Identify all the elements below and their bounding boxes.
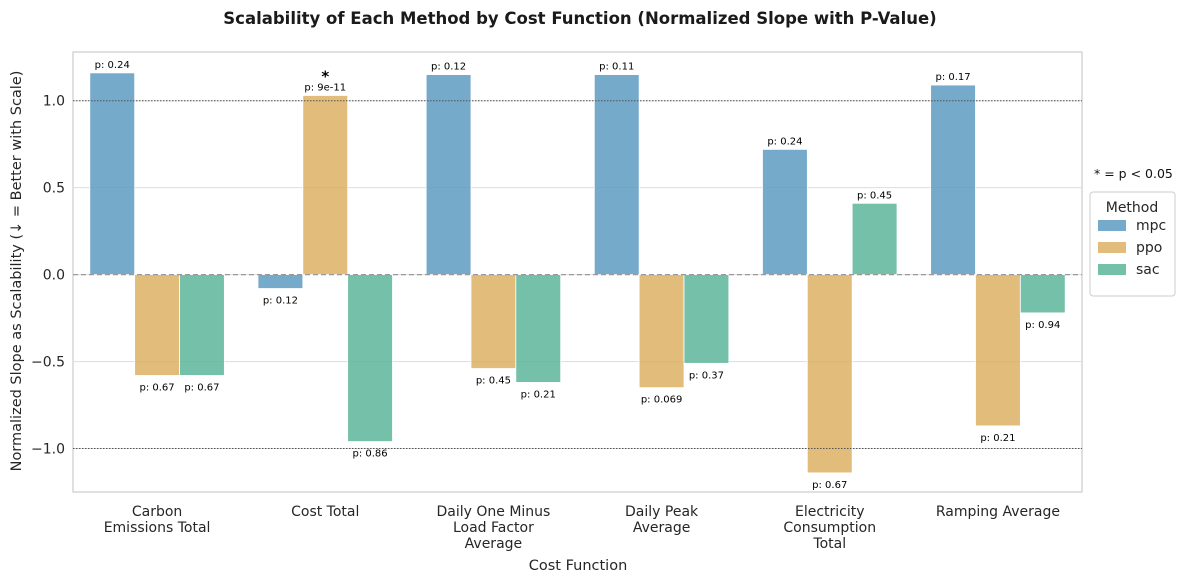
bar-sac (683, 274, 730, 364)
pvalue-label: p: 0.94 (1025, 320, 1060, 331)
pvalue-label: p: 0.21 (980, 433, 1015, 444)
pvalue-label: p: 0.67 (184, 382, 219, 393)
bar-mpc (425, 74, 472, 276)
x-tick-label: Daily Peak Average (625, 504, 699, 536)
y-axis-label: Normalized Slope as Scalability (↓ = Bet… (9, 71, 25, 472)
legend-swatch-mpc (1098, 220, 1126, 231)
chart-title: Scalability of Each Method by Cost Funct… (223, 9, 936, 28)
pvalue-label: p: 9e-11 (304, 82, 346, 93)
pvalue-label: p: 0.21 (521, 389, 556, 400)
bar-sac (179, 274, 225, 376)
bar-ppo (302, 95, 349, 276)
x-tick-label: Ramping Average (936, 504, 1060, 520)
legend-label-mpc: mpc (1136, 218, 1166, 234)
legend-title: Method (1106, 200, 1159, 216)
bar-mpc (593, 74, 640, 276)
pvalue-label: p: 0.67 (812, 480, 847, 491)
legend-label-sac: sac (1136, 262, 1160, 278)
x-tick-label: Electricity Consumption Total (783, 504, 876, 552)
y-tick-label: 1.0 (43, 94, 65, 110)
pvalue-label: p: 0.11 (599, 62, 634, 73)
x-axis-label: Cost Function (529, 558, 628, 574)
pvalue-label: p: 0.069 (641, 395, 683, 406)
pvalue-label: p: 0.45 (857, 190, 892, 201)
legend: Method mpc ppo sac (1089, 191, 1176, 297)
legend-swatch-sac (1098, 264, 1126, 275)
pvalue-label: p: 0.24 (95, 60, 130, 71)
bar-mpc (257, 274, 304, 289)
pvalue-label: p: 0.37 (689, 370, 724, 381)
bar-sac (347, 274, 393, 442)
bar-ppo (638, 274, 685, 389)
pvalue-label: p: 0.45 (476, 376, 511, 387)
bar-ppo (806, 274, 853, 474)
pvalue-label: p: 0.12 (431, 62, 466, 73)
legend-label-ppo: ppo (1136, 240, 1162, 256)
significance-marker: * (321, 67, 329, 85)
legend-swatch-ppo (1098, 242, 1126, 253)
x-tick-label: Carbon Emissions Total (104, 504, 211, 536)
bar-sac (515, 274, 562, 383)
y-tick-label: −0.5 (31, 355, 65, 371)
plot-frame (72, 51, 1083, 493)
bar-sac (1019, 274, 1066, 314)
plot-area: p: 0.24 p: 0.12 p: 0.12 p: 0.11 p: 0.24 p: 0.… (31, 51, 1083, 552)
bar-ppo (470, 274, 517, 369)
pvalue-label: p: 0.17 (935, 72, 970, 83)
pvalue-label: p: 0.12 (263, 296, 298, 307)
bar-ppo (975, 274, 1021, 427)
pvalue-label: p: 0.24 (767, 136, 802, 147)
pvalue-label: p: 0.67 (139, 382, 174, 393)
x-tick-label: Cost Total (291, 504, 359, 520)
x-tick-label: Daily One Minus Load Factor Average (436, 504, 550, 552)
bar-mpc (89, 72, 136, 276)
bar-sac (851, 202, 898, 276)
significance-note: * = p < 0.05 (1094, 166, 1173, 181)
y-tick-label: 0.5 (43, 181, 65, 197)
pvalue-label: p: 0.86 (353, 449, 388, 460)
bar-ppo (134, 274, 180, 376)
bar-mpc (930, 84, 976, 276)
bar-mpc (762, 148, 808, 276)
y-tick-label: −1.0 (31, 442, 65, 458)
y-tick-label: 0.0 (43, 268, 65, 284)
